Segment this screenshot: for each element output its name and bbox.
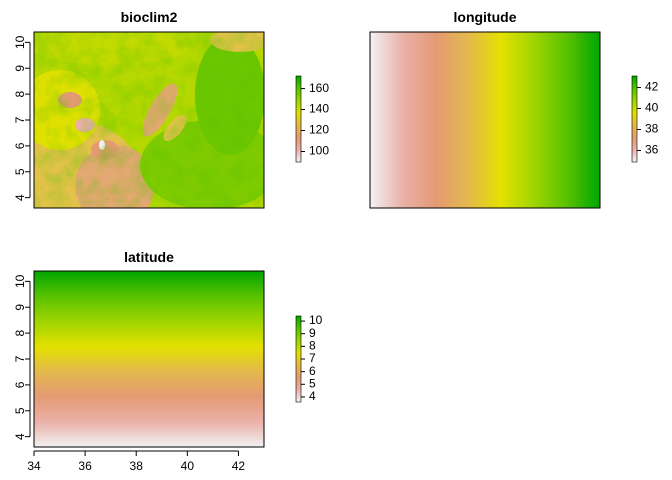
legend-colorbar bbox=[295, 75, 302, 163]
legend-tick-label: 4 bbox=[309, 389, 316, 403]
y-tick-label: 7 bbox=[13, 355, 27, 362]
panel-title: longitude bbox=[454, 9, 517, 25]
legend: 100 120 140 160 bbox=[295, 75, 329, 163]
plot-frame bbox=[369, 31, 601, 209]
legend-tick-label: 5 bbox=[309, 376, 316, 390]
y-tick-label: 9 bbox=[13, 304, 27, 311]
raster-image bbox=[370, 32, 600, 208]
panel-bioclim2: bioclim2 4 5 6 7 8 9 10 100 120 140 160 bbox=[13, 9, 329, 209]
y-tick-label: 5 bbox=[13, 407, 27, 414]
y-tick-label: 5 bbox=[13, 168, 27, 175]
y-tick-label: 6 bbox=[13, 381, 27, 388]
y-tick-label: 7 bbox=[13, 116, 27, 123]
legend-tick-label: 38 bbox=[645, 122, 659, 136]
legend: 36 38 40 42 bbox=[631, 75, 659, 163]
plot-frame bbox=[33, 31, 265, 209]
y-tick-label: 8 bbox=[13, 329, 27, 336]
panel-title: latitude bbox=[124, 249, 174, 265]
y-tick-label: 9 bbox=[13, 65, 27, 72]
x-tick-label: 36 bbox=[78, 459, 92, 473]
x-tick-label: 34 bbox=[27, 459, 41, 473]
legend-tick-label: 10 bbox=[309, 313, 323, 327]
raster-image bbox=[34, 271, 264, 447]
legend-tick-label: 9 bbox=[309, 326, 316, 340]
y-tick-label: 4 bbox=[13, 194, 27, 201]
panel-title: bioclim2 bbox=[121, 9, 178, 25]
legend-colorbar bbox=[631, 75, 638, 163]
raster-image bbox=[34, 32, 264, 208]
legend-tick-label: 7 bbox=[309, 351, 316, 365]
legend-tick-label: 8 bbox=[309, 339, 316, 353]
legend-tick-label: 42 bbox=[645, 80, 659, 94]
legend-colorbar bbox=[295, 315, 302, 403]
y-tick-label: 8 bbox=[13, 90, 27, 97]
x-tick-label: 38 bbox=[130, 459, 144, 473]
legend-tick-label: 40 bbox=[645, 101, 659, 115]
panel-longitude: longitude 36 38 40 42 bbox=[369, 9, 659, 209]
legend-tick-label: 36 bbox=[645, 143, 659, 157]
y-axis: 4 5 6 7 8 9 10 bbox=[13, 274, 31, 440]
y-tick-label: 10 bbox=[13, 35, 27, 49]
legend-tick-label: 120 bbox=[309, 123, 329, 137]
legend-tick-label: 6 bbox=[309, 364, 316, 378]
x-tick-label: 42 bbox=[232, 459, 246, 473]
x-axis: 34 36 38 40 42 bbox=[27, 450, 246, 473]
legend-tick-label: 140 bbox=[309, 102, 329, 116]
plot-frame bbox=[33, 270, 265, 448]
x-tick-label: 40 bbox=[181, 459, 195, 473]
y-axis: 4 5 6 7 8 9 10 bbox=[13, 35, 31, 201]
y-tick-label: 6 bbox=[13, 142, 27, 149]
y-tick-label: 4 bbox=[13, 433, 27, 440]
y-tick-label: 10 bbox=[13, 274, 27, 288]
legend-tick-label: 160 bbox=[309, 81, 329, 95]
legend-tick-label: 100 bbox=[309, 144, 329, 158]
